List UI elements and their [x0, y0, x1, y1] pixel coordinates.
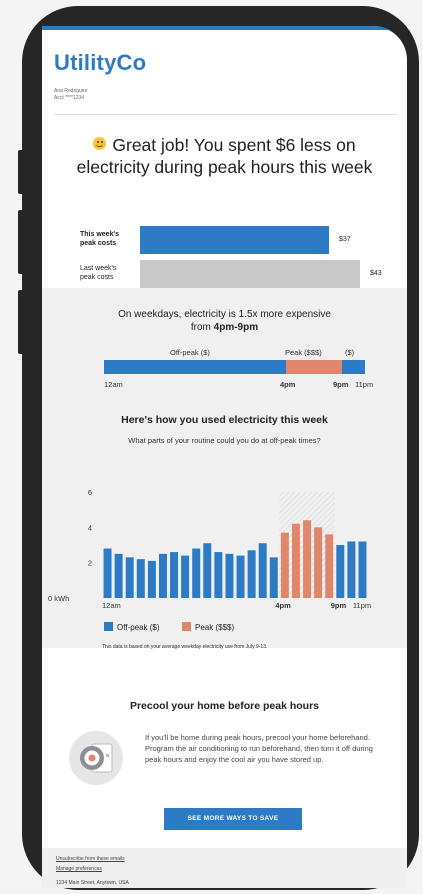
smiley-face-icon	[93, 137, 107, 150]
usage-bar	[136, 559, 145, 598]
cost-label-line: This week's	[80, 231, 120, 238]
usage-bar	[181, 555, 190, 598]
tip-body: If you'll be home during peak hours, pre…	[145, 733, 373, 764]
peak-pricing-line-1: On weekdays, electricity is 1.5x more ex…	[118, 309, 331, 320]
thermostat-icon	[69, 731, 123, 785]
timeline-segment	[342, 360, 365, 374]
timeline-segment	[285, 360, 343, 374]
timeline-tick: 4pm	[280, 380, 296, 389]
usage-bar	[358, 541, 367, 598]
peak-hours-range: 4pm-9pm	[213, 322, 259, 333]
usage-bar	[247, 550, 256, 598]
cost-label-line: peak costs	[80, 274, 114, 281]
cost-value-last-week: $43	[370, 270, 382, 277]
account-name: Ana Rodriguez	[54, 88, 88, 94]
phone-side-button	[18, 150, 24, 194]
timeline-tick: 11pm	[355, 380, 374, 389]
legend-offpeak: Off-peak ($)	[104, 622, 160, 632]
usage-bar	[258, 543, 267, 598]
email-footer	[42, 848, 407, 888]
cost-row-last-week: Last week's peak costs $43	[80, 260, 400, 288]
timeline-label-peak: Peak ($$$)	[285, 348, 322, 357]
usage-bar	[125, 557, 134, 598]
legend-swatch	[182, 622, 191, 631]
see-more-ways-button[interactable]: SEE MORE WAYS TO SAVE	[164, 808, 302, 830]
peak-pricing-line-2: from 4pm-9pm	[42, 321, 407, 334]
cost-label: This week's peak costs	[80, 230, 140, 248]
cost-label-line: Last week's	[80, 265, 117, 272]
legend-swatch	[104, 622, 113, 631]
y-tick-label: 6	[88, 488, 92, 497]
usage-bar	[291, 523, 300, 598]
legend-peak: Peak ($$$)	[182, 622, 234, 632]
footer-address: 1234 Main Street, Anytown, USA	[56, 880, 129, 886]
usage-bar	[236, 555, 245, 598]
email-screen: UtilityCo Ana Rodriguez Acct ****1234 Gr…	[42, 26, 407, 888]
peak-pricing-message: On weekdays, electricity is 1.5x more ex…	[42, 308, 407, 334]
usage-bar	[170, 552, 179, 598]
usage-bar	[303, 520, 312, 598]
usage-footnote: This data is based on your average weekd…	[102, 644, 268, 650]
usage-bar	[280, 532, 289, 598]
usage-bar	[103, 548, 112, 598]
cost-label: Last week's peak costs	[80, 264, 140, 282]
timeline-label-offpeak: Off-peak ($)	[170, 348, 210, 357]
timeline-tick: 9pm	[333, 380, 349, 389]
usage-bar	[325, 534, 334, 598]
brand-logo: UtilityCo	[54, 50, 147, 75]
hourly-usage-chart: 2 4 6 0 kWh 12am 4pm 9pm 11pm	[48, 488, 371, 610]
y-unit-label: 0 kWh	[48, 594, 69, 603]
y-tick-label: 4	[88, 523, 92, 532]
usage-bar	[214, 552, 223, 598]
phone-side-button	[18, 210, 24, 274]
headline-line-2: electricity during peak hours this week	[76, 157, 373, 177]
usage-bar	[114, 553, 123, 598]
brand-top-bar	[42, 26, 407, 30]
usage-bar	[147, 560, 156, 598]
usage-bar	[192, 548, 201, 598]
usage-subtitle: What parts of your routine could you do …	[128, 436, 321, 445]
timeline-segment	[104, 360, 286, 374]
headline-line-1: Great job! You spent $6 less on	[112, 135, 356, 155]
cost-row-this-week: This week's peak costs $37	[80, 226, 400, 254]
usage-bar	[225, 553, 234, 598]
usage-bar	[158, 553, 167, 598]
x-tick-label: 12am	[102, 601, 121, 610]
x-tick-label: 9pm	[331, 601, 347, 610]
legend-label: Peak ($$$)	[195, 623, 235, 632]
usage-bar	[347, 541, 356, 598]
phone-side-button	[18, 290, 24, 354]
cost-bar-last-week	[140, 260, 360, 288]
usage-bar	[269, 557, 278, 598]
peak-pricing-prefix: from	[190, 322, 214, 333]
manage-preferences-link[interactable]: Manage preferences	[56, 866, 102, 872]
usage-bar	[203, 543, 212, 598]
cost-bar-this-week	[140, 226, 329, 254]
usage-bar	[336, 545, 345, 598]
legend-label: Off-peak ($)	[117, 623, 160, 632]
timeline-label-offpeak-late: ($)	[345, 348, 355, 357]
y-tick-label: 2	[88, 559, 92, 568]
x-tick-label: 11pm	[353, 601, 371, 610]
headline: Great job! You spent $6 less on electric…	[42, 134, 407, 178]
account-info: Ana Rodriguez Acct ****1234	[54, 88, 87, 102]
timeline-tick: 12am	[104, 380, 123, 389]
cost-value-this-week: $37	[339, 236, 351, 243]
header-divider	[54, 114, 397, 115]
unsubscribe-link[interactable]: Unsubscribe from these emails	[56, 856, 125, 862]
usage-section	[42, 288, 407, 648]
usage-title: Here's how you used electricity this wee…	[121, 414, 328, 426]
account-number: Acct ****1234	[54, 95, 85, 101]
usage-bar	[314, 527, 323, 598]
tip-title: Precool your home before peak hours	[129, 700, 320, 712]
cost-label-line: peak costs	[80, 240, 117, 247]
x-tick-label: 4pm	[275, 601, 291, 610]
